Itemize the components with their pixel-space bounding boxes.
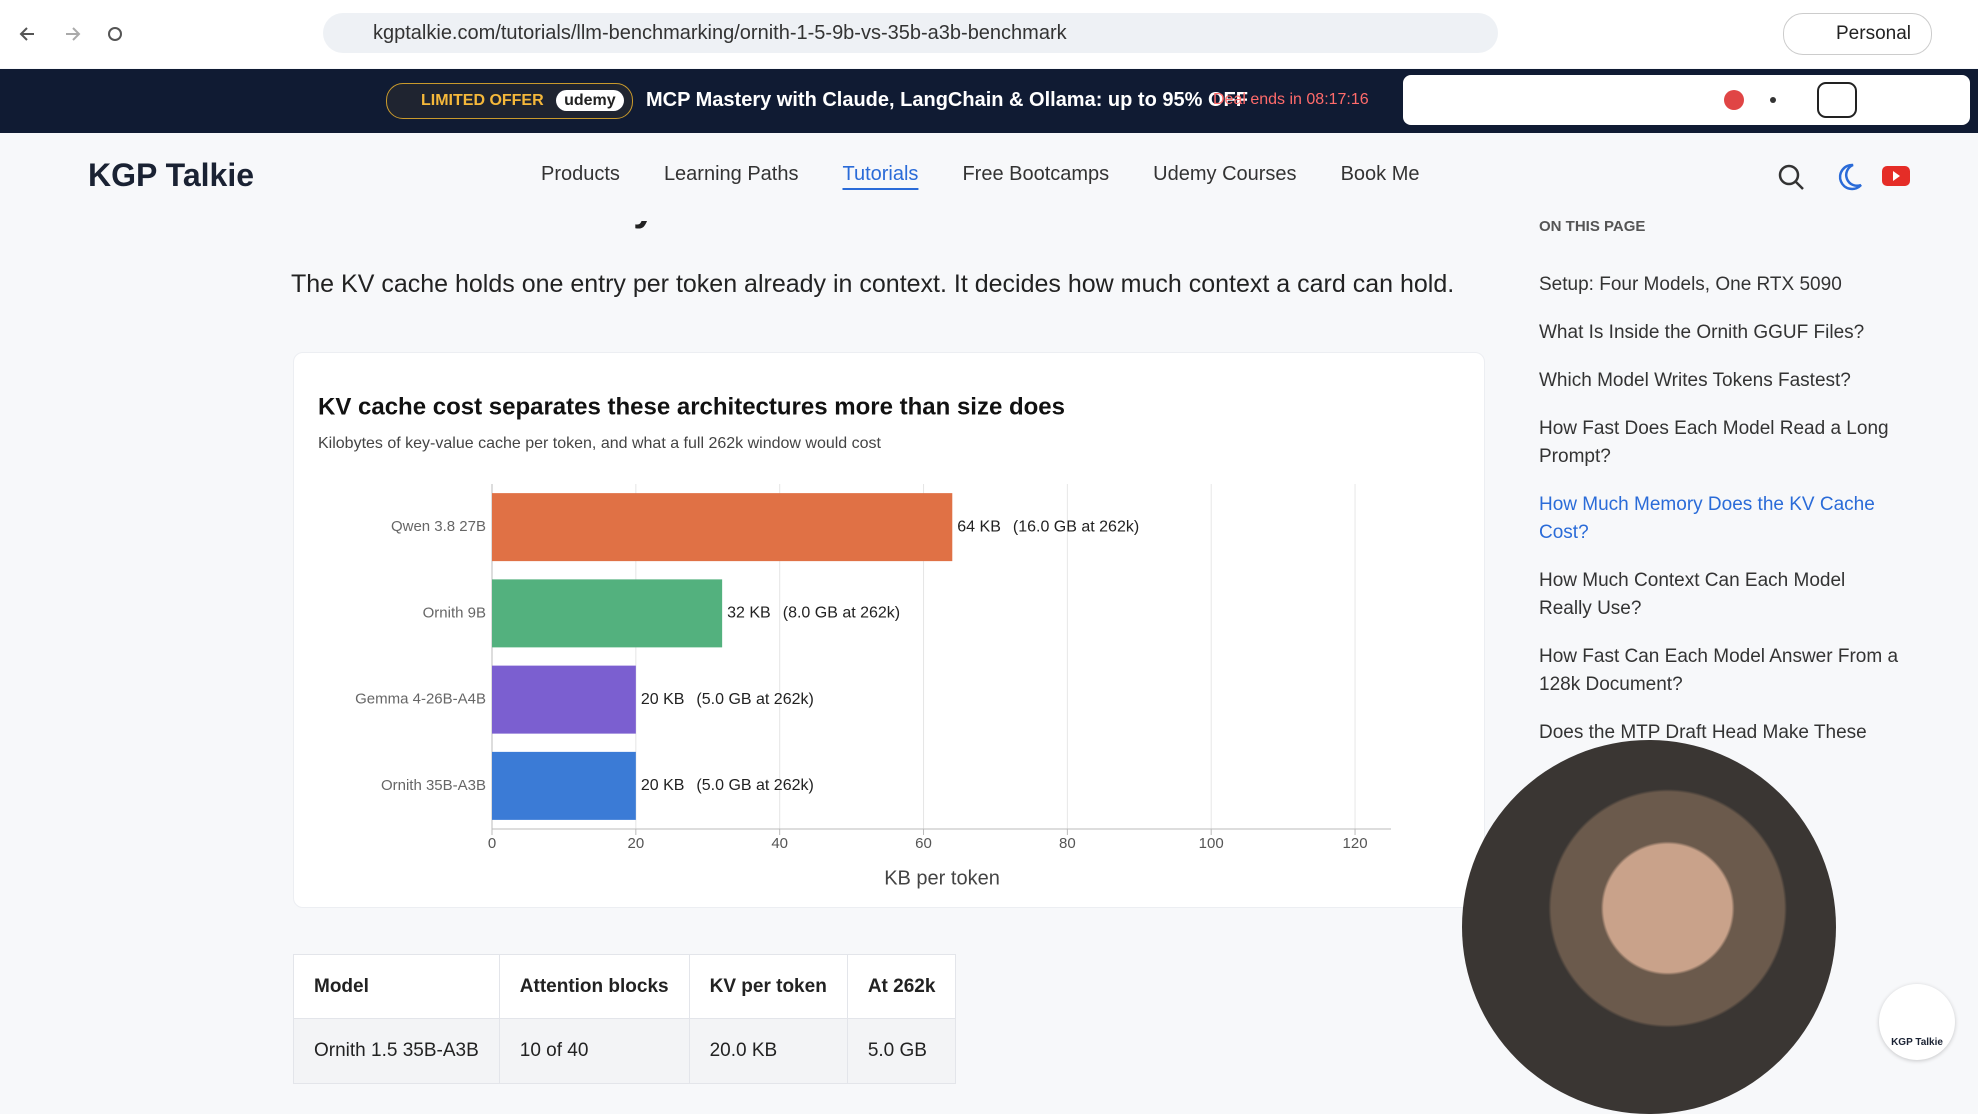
chart: KV cache cost separates these architectu… [318,393,1391,889]
y-tick-label: Gemma 4-26B-A4B [355,691,486,708]
bar [492,665,636,734]
nav-buttons[interactable] [14,20,134,48]
x-tick-label: 0 [488,835,496,852]
chart-card: KV cache cost separates these architectu… [293,352,1485,908]
badge-text: LIMITED OFFER [421,92,544,109]
value-label: 64 KB [957,518,1001,535]
partner: udemy [556,90,624,111]
toc-item[interactable]: Setup: Four Models, One RTX 5090 [1539,274,1842,295]
bar-note: (5.0 GB at 262k) [696,691,813,708]
profile-button[interactable]: Personal [1783,13,1932,55]
bar-note: (16.0 GB at 262k) [1013,518,1139,535]
nav-links: Products Learning Paths Tutorials Free Boot… [541,163,1420,186]
nav-link[interactable]: Udemy Courses [1153,163,1297,185]
y-tick-label: Ornith 9B [423,604,486,621]
value-label: 20 KB [641,691,685,708]
tool-icons [1724,82,1857,118]
annotation-toolbar[interactable] [1403,75,1970,125]
site-logo[interactable]: KGP Talkie [88,157,254,193]
table-cell: 10 of 40 [498,1018,690,1084]
highlight: 95% OFF [1162,89,1248,111]
nav-icons[interactable] [1775,161,1915,195]
toc-item[interactable]: How Much Memory Does the KV Cache Cost? [1539,494,1875,543]
table-cell: 5.0 GB [846,1018,957,1084]
chart-subtitle: Kilobytes of key-value cache per token, … [318,435,882,452]
table-cell: Ornith 1.5 35B-A3B [293,1018,500,1084]
nav-link[interactable]: Tutorials [842,163,919,185]
nav-link[interactable]: Products [541,163,620,185]
x-tick-label: 20 [627,835,644,852]
banner-message: MCP Mastery with Claude, LangChain & Oll… [646,89,1248,112]
toc-item[interactable]: How Much Context Can Each Model Really U… [1539,570,1846,619]
browser-toolbar: kgptalkie.com/tutorials/llm-benchmarking… [0,0,1978,68]
y-tick-label: Qwen 3.8 27B [391,518,486,535]
value-label: 20 KB [641,777,685,794]
x-tick-label: 120 [1343,835,1368,852]
offer-badge[interactable]: LIMITED OFFER udemy [386,83,633,119]
bar [492,579,723,648]
toc-item[interactable]: Does the MTP Draft Head Make These [1539,722,1867,743]
bar-note: (8.0 GB at 262k) [783,605,900,622]
table-cell: 20.0 KB [688,1018,848,1084]
bar [492,493,953,562]
toc-item[interactable]: What Is Inside the Ornith GGUF Files? [1539,322,1865,343]
column-header: At 262k [846,954,957,1019]
chart-title: KV cache cost separates these architectu… [318,393,1065,420]
x-tick-label: 40 [771,835,788,852]
x-tick-label: 100 [1199,835,1224,852]
y-tick-label: Ornith 35B-A3B [381,777,486,794]
url-bar[interactable]: kgptalkie.com/tutorials/llm-benchmarking… [323,13,1498,53]
nav-link[interactable]: Book Me [1340,163,1420,185]
table-header: Model Attention blocks KV per token At 262k [293,954,957,1019]
toc-title: ON THIS PAGE [1539,218,1646,235]
toc-item[interactable]: How Fast Can Each Model Answer From a 12… [1539,646,1899,695]
nav-link[interactable]: Free Bootcamps [962,163,1110,185]
x-tick-label: 80 [1059,835,1076,852]
promo-banner: LIMITED OFFER udemy MCP Mastery with Cla… [0,69,1978,133]
column-header: KV per token [688,954,848,1019]
column-header: Attention blocks [498,954,690,1019]
data-table: Model Attention blocks KV per token At 262k… [293,954,957,1084]
deal-timer: Deal ends in 08:17:16 [1213,91,1369,108]
paragraph: The KV cache holds one entry per token a… [291,270,1455,298]
table-row: Ornith 1.5 35B-A3B 10 of 40 20.0 KB 5.0 GB [293,1018,957,1084]
column-header: Model [293,954,500,1019]
site-nav: KGP Talkie Products Learning Paths Tutoria… [0,133,1978,221]
toc-item[interactable]: Which Model Writes Tokens Fastest? [1539,370,1851,391]
bar [492,751,636,820]
webcam-overlay [1462,740,1836,1114]
value-label: 32 KB [727,605,771,622]
x-axis-label: KB per token [884,867,1000,889]
bar-note: (5.0 GB at 262k) [696,777,813,794]
toc-item[interactable]: How Fast Does Each Model Read a Long Pro… [1539,418,1889,467]
corner-badge[interactable]: KGP Talkie [1879,984,1955,1060]
message: MCP Mastery with Claude, LangChain & Oll… [646,89,1157,111]
nav-link[interactable]: Learning Paths [663,163,799,185]
table-of-contents: ON THIS PAGE Setup: Four Models, One RTX … [1539,213,1899,767]
x-tick-label: 60 [915,835,932,852]
